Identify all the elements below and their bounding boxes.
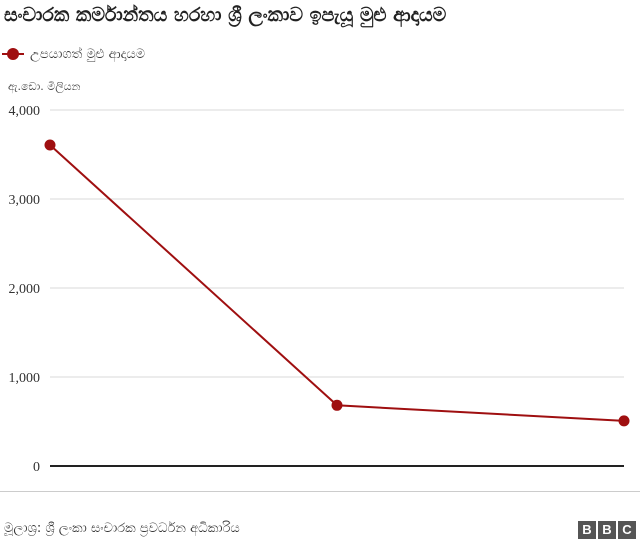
y-tick-label: 0: [33, 460, 40, 475]
y-tick-label: 4,000: [9, 104, 41, 119]
legend-marker-icon: [2, 47, 24, 61]
bbc-logo-letter: C: [618, 521, 636, 539]
legend: උපයාගත් මුළු ආදායම: [2, 42, 145, 66]
series-line: [49, 144, 625, 422]
bbc-logo-letter: B: [578, 521, 596, 539]
legend-label: උපයාගත් මුළු ආදායම: [30, 46, 146, 62]
y-tick-label: 2,000: [9, 282, 41, 297]
y-tick-label: 1,000: [9, 371, 41, 386]
bbc-logo-letter: B: [598, 521, 616, 539]
y-axis-unit-label: ඇ.ඩො. මිලියන: [8, 80, 81, 93]
bbc-logo: B B C: [578, 521, 636, 539]
data-point: [618, 415, 630, 427]
y-tick-label: 3,000: [9, 193, 41, 208]
data-point: [44, 139, 56, 151]
chart-title: සංචාරක කර්මාන්තය හරහා ශ්‍රී ලංකාව ඉපැයූ …: [4, 4, 447, 26]
footer-divider: [0, 491, 640, 492]
source-note: මූලාශ්‍ර: ශ්‍රී ලංකා සංචාරක ප්‍රවර්ධන අධ…: [4, 521, 240, 536]
data-point: [331, 399, 343, 411]
